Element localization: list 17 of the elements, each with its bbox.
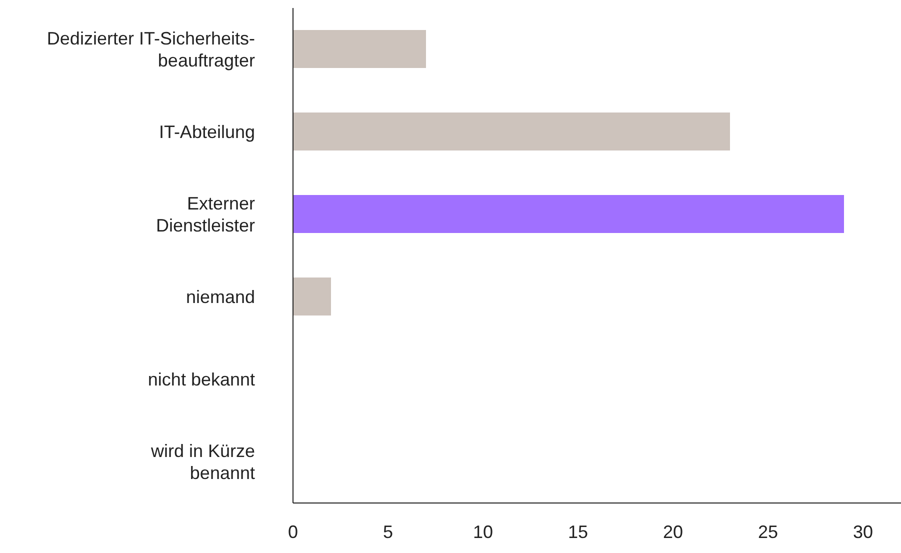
x-tick-label: 30 [852,522,874,542]
bar [293,30,426,68]
x-tick-label: 25 [758,522,778,542]
bar [293,278,331,316]
x-tick-label: 20 [662,522,684,542]
x-tick-label: 10 [472,522,494,542]
y-tick-label: Externer Dienstleister [156,193,255,236]
y-tick-label: Dedizierter IT-Sicherheits- beauftragter [46,28,255,70]
y-tick-label: niemand [186,286,255,307]
y-tick-label: nicht bekannt [148,369,255,390]
x-tick-label: 0 [288,522,298,542]
bar [293,112,730,150]
x-tick-label: 5 [382,522,394,542]
bar [293,195,844,233]
y-tick-label: wird in Kürze benannt [150,440,255,483]
y-tick-label: IT-Abteilung [158,122,255,142]
x-tick-label: 15 [568,522,588,542]
